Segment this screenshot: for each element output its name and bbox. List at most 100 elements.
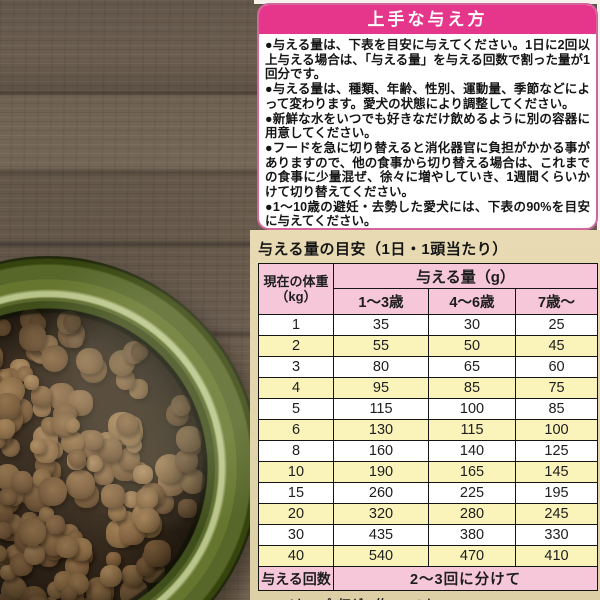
- table-row: 10 190 165 145: [258, 461, 599, 483]
- amount-cell: 115: [333, 398, 429, 420]
- weight-cell: 3: [258, 356, 334, 378]
- amount-cell: 320: [333, 503, 429, 525]
- kibble-piece: [38, 477, 67, 506]
- instruction-bullet: ●与える量は、下表を目安に与えてください。1日に2回以上与える場合は、「与える量…: [265, 38, 590, 82]
- frequency-value: 2～3回に分けて: [332, 566, 599, 591]
- amount-cell: 80: [333, 356, 429, 378]
- weight-header-line2: （kg）: [275, 289, 317, 304]
- kibble-piece: [18, 324, 46, 351]
- age-column-header: 4～6歳: [428, 288, 516, 315]
- table-row: 20 320 280 245: [258, 503, 599, 525]
- kibble-piece: [135, 508, 160, 533]
- weight-cell: 2: [258, 335, 334, 357]
- kibble-piece: [76, 347, 103, 375]
- kibble-piece: [30, 438, 46, 455]
- amount-cell: 60: [514, 356, 599, 378]
- instruction-bullet: ●新鮮な水をいつでも好きなだけ飲めるように別の容器に用意してください。: [265, 111, 590, 141]
- table-row: 8 160 140 125: [258, 440, 599, 462]
- cup-size-footnote: 200mlカップ1杯が、約80gです。: [258, 594, 597, 600]
- amount-cell: 95: [333, 377, 429, 399]
- kibble-piece: [65, 418, 81, 434]
- kibble-piece: [136, 487, 158, 509]
- table-row: 30 435 380 330: [258, 524, 599, 546]
- kibble-piece: [66, 470, 95, 499]
- weight-cell: 1: [258, 314, 334, 336]
- amount-cell: 125: [514, 440, 599, 462]
- kibble-piece: [10, 471, 33, 493]
- amount-cell: 85: [428, 377, 516, 399]
- amount-cell: 25: [514, 314, 599, 336]
- kibble-piece: [181, 469, 206, 494]
- weight-cell: 8: [258, 440, 334, 462]
- table-row: 4 95 85 75: [258, 377, 599, 399]
- table-row: 15 260 225 195: [258, 482, 599, 504]
- kibble-piece: [0, 419, 16, 440]
- page-edge-right: [597, 0, 600, 233]
- instruction-bullet: ●与える量は、種類、年齢、性別、運動量、季節などによって変わります。愛犬の状態に…: [265, 82, 590, 111]
- table-row: 3 80 65 60: [258, 356, 599, 378]
- weight-column-header: 現在の体重 （kg）: [258, 263, 334, 315]
- amount-cell: 30: [428, 314, 516, 336]
- amount-cell: 225: [428, 482, 516, 504]
- kibble-piece: [0, 343, 4, 373]
- kibble-piece: [61, 586, 78, 600]
- weight-cell: 10: [258, 461, 334, 483]
- age-column-header: 7歳～: [514, 288, 599, 315]
- feeding-table: 現在の体重 （kg） 与える量（g） 1～3歳 4～6歳 7歳～ 1 35 30 25…: [258, 263, 599, 591]
- kibble-piece: [0, 487, 16, 505]
- kibble-piece: [116, 413, 139, 436]
- amount-cell: 435: [333, 524, 429, 546]
- instruction-bullet: ●1～10歳の避妊・去勢した愛犬には、下表の90%を目安に与えてください。: [265, 199, 590, 229]
- amount-cell: 160: [333, 440, 429, 462]
- amount-cell: 330: [514, 524, 599, 546]
- kibble-piece: [174, 449, 199, 473]
- kibble-piece: [143, 539, 172, 567]
- amount-cell: 260: [333, 482, 429, 504]
- amount-cell: 115: [428, 419, 516, 441]
- kibble-piece: [62, 312, 81, 332]
- amount-cell: 100: [514, 419, 599, 441]
- table-row: 6 130 115 100: [258, 419, 599, 441]
- kibble-piece: [0, 318, 12, 336]
- table-row: 1 35 30 25: [258, 314, 599, 336]
- kibble-piece: [100, 564, 123, 587]
- weight-cell: 20: [258, 503, 334, 525]
- amount-cell: 145: [514, 461, 599, 483]
- amount-cell: 130: [333, 419, 429, 441]
- panel-bullets: ●与える量は、下表を目安に与えてください。1日に2回以上与える場合は、「与える量…: [259, 34, 596, 229]
- weight-cell: 6: [258, 419, 334, 441]
- kibble-piece: [45, 515, 65, 534]
- weight-header-line1: 現在の体重: [263, 274, 329, 289]
- panel-title-banner: 上手な与え方: [259, 5, 596, 34]
- amount-column-header: 与える量（g）: [332, 263, 599, 289]
- amount-cell: 50: [428, 335, 516, 357]
- dog-food-bowl: [0, 256, 260, 600]
- amount-cell: 380: [428, 524, 516, 546]
- amount-cell: 55: [333, 335, 429, 357]
- kibble-piece: [0, 393, 21, 419]
- kibble-piece: [84, 431, 104, 450]
- weight-cell: 5: [258, 398, 334, 420]
- weight-cell: 40: [258, 545, 334, 567]
- feeding-table-section: 与える量の目安（1日・1頭当たり） 現在の体重 （kg） 与える量（g） 1～3…: [250, 230, 600, 600]
- amount-cell: 165: [428, 461, 516, 483]
- amount-cell: 85: [514, 398, 599, 420]
- kibble-piece: [24, 374, 40, 390]
- amount-cell: 100: [428, 398, 516, 420]
- weight-cell: 4: [258, 377, 334, 399]
- amount-cell: 410: [514, 545, 599, 567]
- amount-cell: 540: [333, 545, 429, 567]
- kibble-piece: [17, 517, 46, 546]
- weight-cell: 30: [258, 524, 334, 546]
- amount-cell: 65: [428, 356, 516, 378]
- amount-cell: 280: [428, 503, 516, 525]
- kibble-piece: [177, 499, 197, 519]
- kibble-piece: [176, 425, 202, 452]
- kibble-piece: [68, 449, 86, 467]
- amount-cell: 45: [514, 335, 599, 357]
- table-row: 5 115 100 85: [258, 398, 599, 420]
- amount-cell: 35: [333, 314, 429, 336]
- table-row: 2 55 50 45: [258, 335, 599, 357]
- weight-cell: 15: [258, 482, 334, 504]
